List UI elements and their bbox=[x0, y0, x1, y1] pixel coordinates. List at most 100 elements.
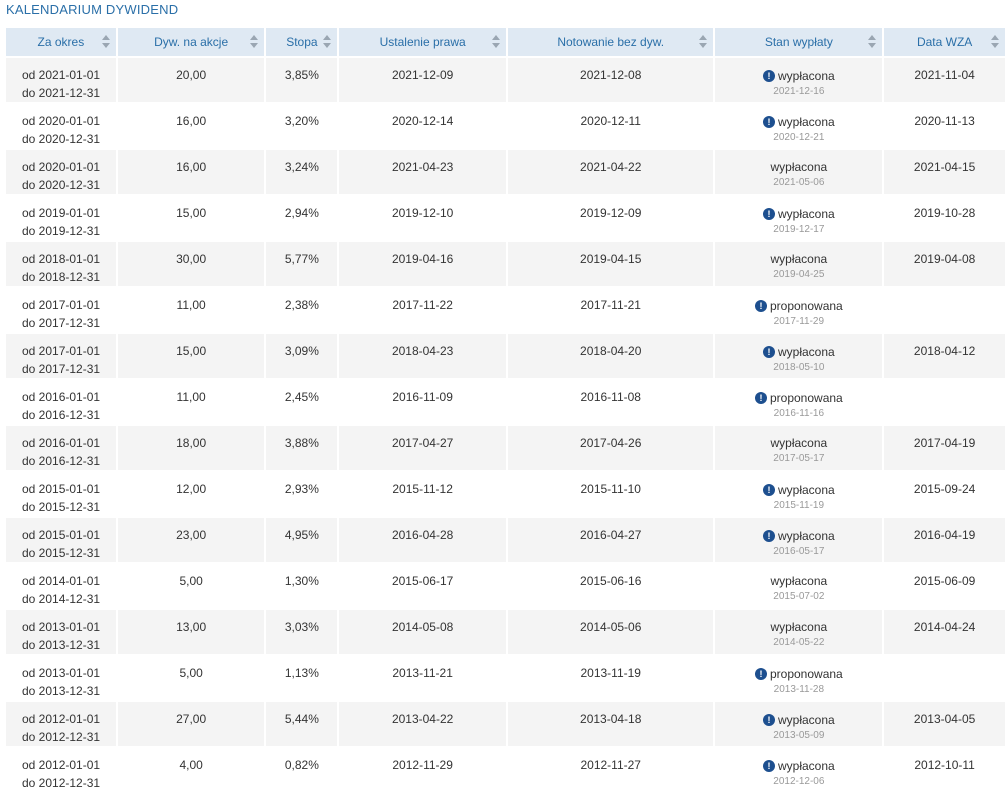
sort-icon[interactable] bbox=[868, 35, 877, 49]
rate-cell: 1,30% bbox=[266, 564, 338, 610]
status-label: proponowana bbox=[769, 391, 843, 405]
sort-icon[interactable] bbox=[699, 35, 708, 49]
period-from: od 2018-01-01 bbox=[22, 252, 101, 266]
table-row: od 2012-01-01 do 2012-12-31 4,00 0,82% 2012-… bbox=[6, 748, 1005, 794]
period-from: od 2013-01-01 bbox=[22, 666, 101, 680]
status-cell: wypłacona 2017-05-17 bbox=[715, 426, 883, 472]
agm-date-cell: 2017-04-19 bbox=[884, 426, 1005, 472]
status-label: wypłacona bbox=[770, 620, 828, 634]
dividend-cell: 18,00 bbox=[117, 426, 265, 472]
sort-icon[interactable] bbox=[250, 35, 259, 49]
period-from: od 2015-01-01 bbox=[22, 482, 101, 496]
table-row: od 2017-01-01 do 2017-12-31 11,00 2,38% 2017… bbox=[6, 288, 1005, 334]
status-date: 2015-07-02 bbox=[773, 591, 825, 602]
status-label: wypłacona bbox=[770, 574, 828, 588]
status-label: wypłacona bbox=[770, 252, 828, 266]
info-icon[interactable]: ! bbox=[763, 760, 775, 772]
status-cell: ! wypłacona 2020-12-21 bbox=[715, 104, 883, 150]
period-from: od 2015-01-01 bbox=[22, 528, 101, 542]
info-icon[interactable]: ! bbox=[754, 668, 767, 680]
status-date: 2013-05-09 bbox=[773, 730, 825, 741]
period-to: do 2020-12-31 bbox=[22, 178, 101, 192]
column-header-record-date[interactable]: Ustalenie prawa bbox=[339, 28, 506, 58]
agm-date-cell: 2020-11-13 bbox=[884, 104, 1005, 150]
agm-date-cell: 2019-04-08 bbox=[884, 242, 1005, 288]
column-header-status[interactable]: Stan wypłaty bbox=[715, 28, 883, 58]
sort-icon[interactable] bbox=[323, 35, 332, 49]
info-icon[interactable]: ! bbox=[763, 346, 775, 358]
ex-dividend-cell: 2016-11-08 bbox=[507, 380, 714, 426]
sort-icon[interactable] bbox=[491, 35, 501, 49]
status-date: 2012-12-06 bbox=[773, 776, 825, 787]
sort-icon[interactable] bbox=[991, 35, 1000, 49]
dividend-cell: 5,00 bbox=[117, 656, 265, 702]
period-to: do 2014-12-31 bbox=[22, 592, 101, 606]
record-date-cell: 2013-11-21 bbox=[339, 656, 506, 702]
column-header-period[interactable]: Za okres bbox=[6, 28, 116, 58]
period-from: od 2012-01-01 bbox=[22, 758, 101, 772]
dividend-cell: 5,00 bbox=[117, 564, 265, 610]
period-to: do 2013-12-31 bbox=[22, 638, 101, 652]
ex-dividend-cell: 2020-12-11 bbox=[507, 104, 714, 150]
period-cell: od 2015-01-01 do 2015-12-31 bbox=[6, 518, 116, 564]
column-header-agm-date[interactable]: Data WZA bbox=[884, 28, 1005, 58]
table-row: od 2016-01-01 do 2016-12-31 18,00 3,88% 2017… bbox=[6, 426, 1005, 472]
record-date-cell: 2012-11-29 bbox=[339, 748, 506, 794]
status-cell: ! proponowana 2016-11-16 bbox=[715, 380, 883, 426]
record-date-cell: 2018-04-23 bbox=[339, 334, 506, 380]
rate-cell: 3,03% bbox=[266, 610, 338, 656]
status-cell: wypłacona 2019-04-25 bbox=[715, 242, 883, 288]
ex-dividend-cell: 2012-11-27 bbox=[507, 748, 714, 794]
info-icon[interactable]: ! bbox=[754, 300, 767, 312]
status-date: 2019-04-25 bbox=[773, 269, 825, 280]
status-date: 2021-12-16 bbox=[773, 86, 825, 97]
table-row: od 2013-01-01 do 2013-12-31 5,00 1,13% 2013-… bbox=[6, 656, 1005, 702]
info-icon[interactable]: ! bbox=[763, 714, 775, 726]
agm-date-cell bbox=[884, 288, 1005, 334]
info-icon[interactable]: ! bbox=[763, 208, 775, 220]
record-date-cell: 2019-04-16 bbox=[339, 242, 506, 288]
sort-icon[interactable] bbox=[101, 35, 111, 49]
dividend-cell: 15,00 bbox=[117, 334, 265, 380]
table-row: od 2018-01-01 do 2018-12-31 30,00 5,77% 2019… bbox=[6, 242, 1005, 288]
info-icon[interactable]: ! bbox=[763, 484, 775, 496]
rate-cell: 3,85% bbox=[266, 58, 338, 104]
info-icon[interactable]: ! bbox=[763, 70, 775, 82]
ex-dividend-cell: 2016-04-27 bbox=[507, 518, 714, 564]
column-header-ex-dividend[interactable]: Notowanie bez dyw. bbox=[507, 28, 714, 58]
period-cell: od 2017-01-01 do 2017-12-31 bbox=[6, 288, 116, 334]
rate-cell: 2,38% bbox=[266, 288, 338, 334]
column-header-rate[interactable]: Stopa bbox=[266, 28, 338, 58]
status-cell: ! wypłacona 2018-05-10 bbox=[715, 334, 883, 380]
record-date-cell: 2017-11-22 bbox=[339, 288, 506, 334]
status-date: 2020-12-21 bbox=[773, 132, 825, 143]
info-icon[interactable]: ! bbox=[763, 116, 775, 128]
info-icon[interactable]: ! bbox=[754, 392, 767, 404]
agm-date-cell: 2018-04-12 bbox=[884, 334, 1005, 380]
record-date-cell: 2013-04-22 bbox=[339, 702, 506, 748]
agm-date-cell: 2012-10-11 bbox=[884, 748, 1005, 794]
agm-date-cell: 2013-04-05 bbox=[884, 702, 1005, 748]
table-row: od 2020-01-01 do 2020-12-31 16,00 3,24% 2021… bbox=[6, 150, 1005, 196]
period-to: do 2019-12-31 bbox=[22, 224, 101, 238]
table-row: od 2015-01-01 do 2015-12-31 12,00 2,93% 2015… bbox=[6, 472, 1005, 518]
dividend-cell: 16,00 bbox=[117, 150, 265, 196]
status-date: 2014-05-22 bbox=[773, 637, 825, 648]
status-label: wypłacona bbox=[778, 115, 835, 129]
status-date: 2015-11-19 bbox=[773, 500, 825, 511]
status-date: 2016-05-17 bbox=[773, 546, 825, 557]
agm-date-cell bbox=[884, 380, 1005, 426]
status-cell: ! wypłacona 2015-11-19 bbox=[715, 472, 883, 518]
period-cell: od 2015-01-01 do 2015-12-31 bbox=[6, 472, 116, 518]
dividend-cell: 20,00 bbox=[117, 58, 265, 104]
status-date: 2019-12-17 bbox=[773, 224, 825, 235]
info-icon[interactable]: ! bbox=[763, 530, 775, 542]
record-date-cell: 2017-04-27 bbox=[339, 426, 506, 472]
record-date-cell: 2019-12-10 bbox=[339, 196, 506, 242]
status-label: wypłacona bbox=[778, 713, 835, 727]
column-header-dividend[interactable]: Dyw. na akcje bbox=[117, 28, 265, 58]
record-date-cell: 2016-11-09 bbox=[339, 380, 506, 426]
ex-dividend-cell: 2017-04-26 bbox=[507, 426, 714, 472]
status-date: 2016-11-16 bbox=[773, 408, 825, 419]
agm-date-cell: 2015-09-24 bbox=[884, 472, 1005, 518]
